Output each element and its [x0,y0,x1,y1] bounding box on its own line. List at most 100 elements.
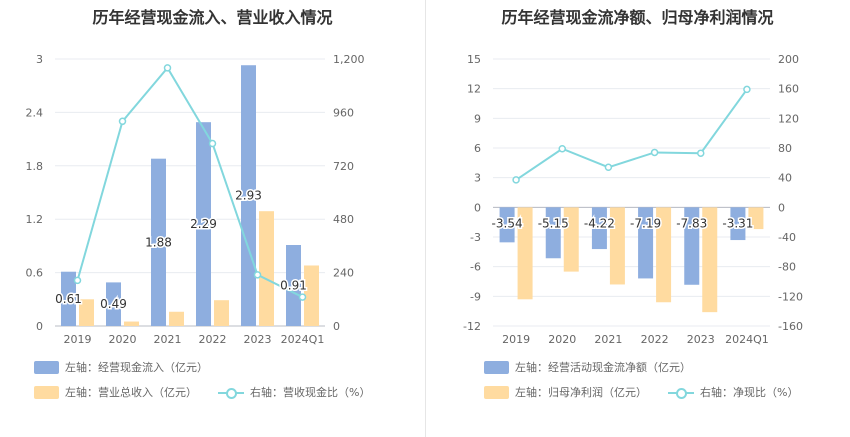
line-point [697,149,705,157]
bar-series-1 [196,122,211,326]
bar-series-1 [730,207,746,241]
x-tick-label: 2019 [64,333,92,346]
line-series [515,88,748,181]
y-tick-label-left: 15 [467,53,481,66]
line-point [118,117,127,126]
y-tick-label-left: 0 [474,201,481,214]
y-tick-label-right: 960 [333,106,354,119]
line-point [604,163,613,172]
y-tick-label-right: 240 [333,267,354,280]
x-tick-label: 2022 [641,333,669,346]
x-tick-label: 2023 [244,333,272,346]
y-tick-label-left: 2.4 [26,106,44,119]
x-tick-label: 2021 [594,333,622,346]
y-tick-label-left: 0.6 [26,267,44,280]
y-tick-label-right: -40 [778,231,796,244]
legend-item-net-cash-ratio[interactable]: 右轴：净现比（%） [668,384,798,400]
y-tick-label-left: 12 [467,83,481,96]
bar-swatch-icon [484,360,509,374]
data-label: -7.83 [676,216,707,230]
y-tick-label-right: 120 [778,112,799,125]
data-label: -7.19 [630,216,661,230]
data-label: 0.49 [100,297,127,311]
x-tick-label: 2022 [199,333,227,346]
y-tick-label-right: -80 [778,261,796,274]
y-tick-label-left: -9 [470,290,481,303]
bar-series-2 [748,207,764,230]
line-swatch-icon [668,386,694,399]
legend-label: 左轴：经营活动现金流净额（亿元） [515,361,691,374]
legend-label: 右轴：营收现金比（%） [250,386,371,399]
line-series [76,66,303,298]
right-chart: -12 -160 -9 -120 -6 -80 -3 -40 0 0 3 40 6 80 9 120 12 160… [463,53,803,346]
line-point [298,293,307,301]
line-point [208,139,217,148]
y-tick-label-left: -3 [470,231,481,244]
bar-series-2 [656,207,672,303]
y-tick-label-right: 0 [333,320,340,333]
legend-item-net-profit[interactable]: 左轴：归母净利润（亿元） [484,384,647,400]
legend-item-cash-ratio[interactable]: 右轴：营收现金比（%） [218,384,370,400]
x-tick-label: 2020 [109,333,137,346]
data-label: 1.88 [145,235,172,249]
panel-divider [425,0,426,437]
bar-swatch-icon [484,385,509,399]
right-chart-title: 历年经营现金流净额、归母净利润情况 [501,8,774,27]
legend-label: 左轴：经营现金流入（亿元） [65,361,208,374]
bar-series-2 [609,207,625,285]
y-tick-label-right: 1,200 [333,53,365,66]
x-tick-label: 2023 [687,333,715,346]
bar-series-2 [702,207,718,313]
bar-series-1 [499,207,515,243]
bar-series-1 [286,245,301,326]
y-tick-label-right: 40 [778,172,792,185]
y-tick-label-left: 1.2 [26,213,44,226]
y-tick-label-right: -120 [778,290,803,303]
y-tick-label-left: 9 [474,112,481,125]
data-label: -3.54 [492,216,523,230]
line-point [163,64,172,72]
y-tick-label-left: 1.8 [26,160,44,173]
y-tick-label-left: 6 [474,142,481,155]
bar-swatch-icon [34,385,59,399]
y-tick-label-left: -6 [470,261,481,274]
bar-series-2 [517,207,533,300]
y-tick-label-left: -12 [463,320,481,333]
data-label: -5.15 [538,216,569,230]
y-tick-label-left: 3 [474,172,481,185]
data-label: 2.29 [190,217,217,231]
bar-series-1 [61,271,76,326]
legend-item-revenue[interactable]: 左轴：营业总收入（亿元） [34,384,197,400]
bar-series-2 [259,211,274,326]
data-label: -3.31 [722,216,753,230]
bar-swatch-icon [34,360,59,374]
legend-label: 左轴：归母净利润（亿元） [515,386,647,399]
y-tick-label-left: 0 [36,320,43,333]
legend-item-net-cash-flow[interactable]: 左轴：经营活动现金流净额（亿元） [484,359,691,375]
line-point [512,176,520,184]
line-swatch-icon [218,386,244,399]
left-chart: 0 0 0.6 240 1.2 480 1.8 720 2.4 960 3 1,200 2019 2020… [26,53,365,346]
bar-series-1 [591,207,607,250]
y-tick-label-right: 480 [333,213,354,226]
x-tick-label: 2024Q1 [725,333,769,346]
bar-series-2 [169,311,184,326]
data-label: -4.22 [584,216,615,230]
y-tick-label-left: 3 [36,53,43,66]
line-point [253,271,262,279]
line-point [558,144,566,153]
bar-series-2 [563,207,579,272]
bar-series-2 [214,300,229,326]
legend-item-cash-inflow[interactable]: 左轴：经营现金流入（亿元） [34,359,208,375]
bar-series-1 [106,282,121,326]
data-label: 0.61 [55,292,82,306]
x-tick-label: 2024Q1 [281,333,325,346]
y-tick-label-right: 720 [333,160,354,173]
x-tick-label: 2021 [154,333,182,346]
line-point [650,148,659,157]
bar-series-2 [304,265,319,326]
legend-label: 右轴：净现比（%） [700,386,799,399]
y-tick-label-right: 80 [778,142,792,155]
y-tick-label-right: 160 [778,83,799,96]
